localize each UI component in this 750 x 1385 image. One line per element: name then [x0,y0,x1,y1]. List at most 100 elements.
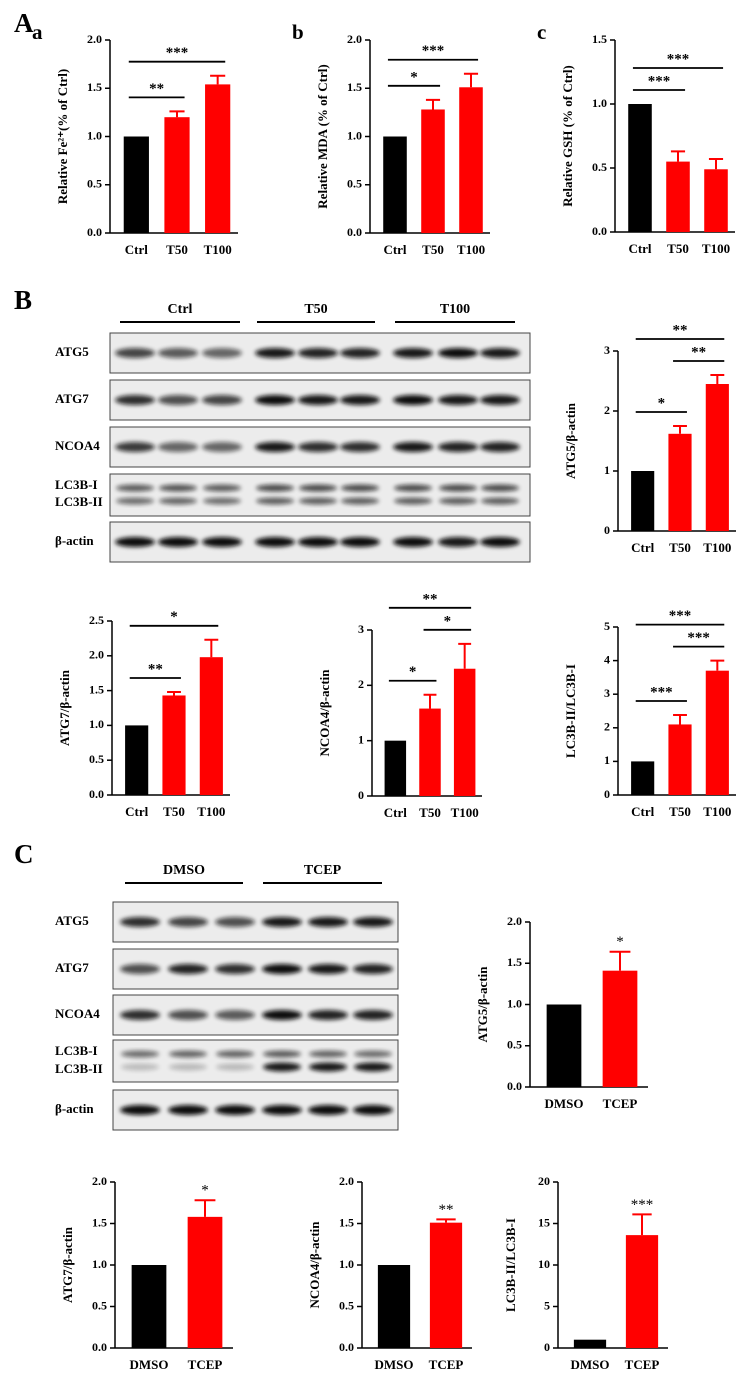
significance-label: * [170,609,178,625]
blot-band [169,1050,207,1058]
blot-band [438,442,478,452]
y-axis-label: ATG5/β-actin [475,966,490,1043]
bar [164,117,190,233]
bar [573,1339,607,1348]
x-tick-label: T100 [204,242,232,257]
y-tick-label: 1.0 [89,717,104,731]
error-bar [710,659,725,671]
blot-band [215,917,255,927]
blot-band [168,1105,208,1115]
group-label: Ctrl [168,302,193,317]
x-tick-label: Ctrl [125,242,148,257]
blot-band [203,484,241,492]
y-axis-label: Relative MDA (% of Ctrl) [315,64,330,208]
blot-band [116,484,154,492]
blot-band [393,537,433,547]
blot-band [394,497,432,505]
y-tick-label: 3 [358,622,364,636]
blot-band [308,1105,348,1115]
blot-band [354,1062,392,1072]
bar [384,740,407,796]
x-tick-label: Ctrl [125,804,148,819]
blot-band [298,348,338,358]
blot-band [394,484,432,492]
bar [546,1004,582,1087]
x-tick-label: TCEP [188,1357,223,1372]
y-tick-label: 2.0 [87,32,102,46]
bar [705,670,729,795]
y-tick-label: 0 [604,787,610,801]
blot-band [115,395,155,405]
blot-band [169,1063,207,1071]
significance-label: ** [691,344,706,360]
error-bar [204,638,219,658]
x-tick-label: TCEP [625,1357,660,1372]
bar [666,161,690,232]
x-tick-label: T100 [702,241,730,256]
y-tick-label: 2.0 [92,1174,107,1188]
blot-band [393,348,433,358]
y-tick-label: 1.0 [87,128,102,142]
y-axis-label: ATG7/β-actin [60,1226,75,1303]
bar [123,136,149,233]
panel-sublabel: c [537,20,546,44]
blot-band [255,348,295,358]
blot-frame [112,1089,399,1131]
blot-band [354,1050,392,1058]
y-tick-label: 1.5 [347,80,362,94]
blot-band [353,917,393,927]
y-tick-label: 0.5 [507,1038,522,1052]
y-axis-label: Relative Fe²⁺(% of Ctrl) [55,69,70,204]
y-tick-label: 0.0 [339,1340,354,1354]
blot-band [353,1010,393,1020]
error-bar [670,150,686,162]
y-axis-label: ATG7/β-actin [57,669,72,746]
blot-band [115,537,155,547]
significance-label: * [616,934,624,950]
blot-band [216,1063,254,1071]
bar [602,970,638,1087]
x-tick-label: Ctrl [384,805,407,820]
y-axis-label: Relative GSH (% of Ctrl) [560,65,575,207]
error-bar [609,950,631,971]
significance-label: ** [149,81,164,97]
x-tick-label: DMSO [375,1357,414,1372]
y-tick-label: 4 [604,652,610,666]
y-tick-label: 1.5 [507,955,522,969]
y-tick-label: 1.5 [592,32,607,46]
blot-label: LC3B-I [55,1043,98,1058]
y-tick-label: 2.0 [507,914,522,928]
y-tick-label: 0.5 [89,752,104,766]
significance-label: ** [673,322,688,338]
x-tick-label: T100 [703,804,731,819]
blot-band [353,1105,393,1115]
x-tick-label: T100 [197,804,225,819]
panel-sublabel: b [292,20,304,44]
error-bar [632,1213,652,1236]
significance-label: * [658,395,666,411]
x-tick-label: T100 [457,242,485,257]
x-tick-label: T50 [422,242,444,257]
y-tick-label: 0.0 [507,1079,522,1093]
y-tick-label: 0.0 [92,1340,107,1354]
blot-band [262,917,302,927]
bar [668,724,692,795]
blot-band [298,395,338,405]
blot-band [393,442,433,452]
bar [419,708,441,796]
blot-label: NCOA4 [55,438,100,453]
x-tick-label: T50 [669,540,691,555]
bar [705,384,729,531]
bar [199,657,223,795]
blot-frame [112,901,399,943]
bar [429,1222,463,1348]
blot-band [255,395,295,405]
significance-label: ** [148,661,163,677]
error-bar [463,72,479,88]
significance-label: *** [166,45,189,61]
blot-band [168,1010,208,1020]
bar [453,668,476,796]
blot-label: ATG7 [55,960,89,975]
